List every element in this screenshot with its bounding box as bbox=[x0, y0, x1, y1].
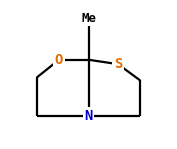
Text: Me: Me bbox=[81, 12, 96, 25]
Text: O: O bbox=[55, 53, 63, 67]
Text: N: N bbox=[84, 109, 93, 123]
Text: S: S bbox=[114, 57, 122, 71]
